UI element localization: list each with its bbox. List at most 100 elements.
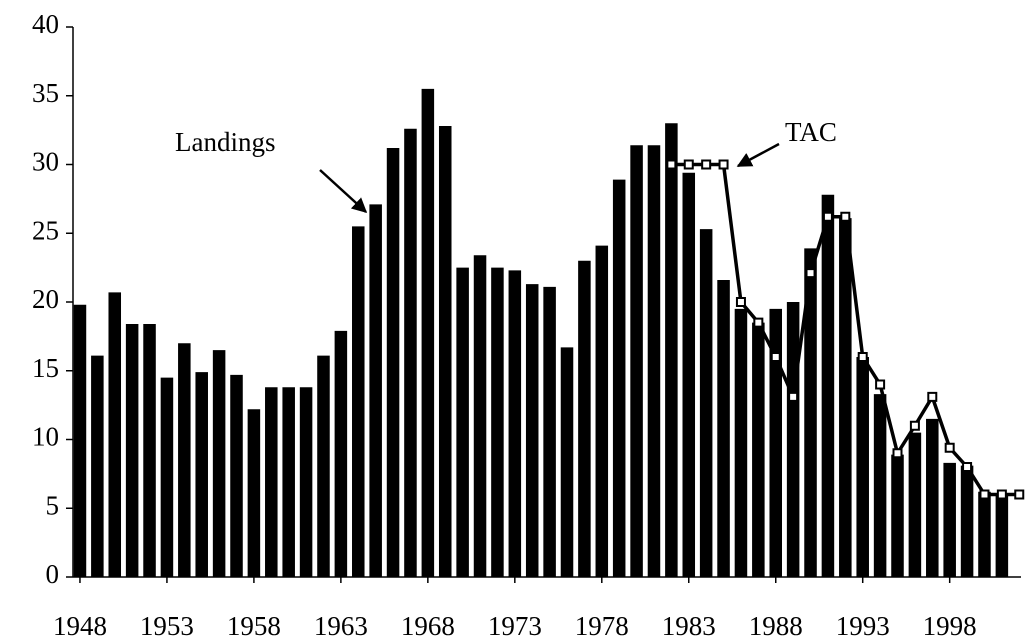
- y-tick-label: 15: [32, 353, 59, 383]
- bar: [717, 280, 730, 577]
- bar: [456, 267, 469, 577]
- annotation-arrow: [319, 169, 368, 214]
- bar: [595, 245, 609, 577]
- bar: [769, 308, 782, 577]
- y-tick-label: 40: [32, 9, 59, 39]
- marker: [718, 159, 729, 170]
- bar: [821, 194, 835, 577]
- y-tick-label: 5: [46, 490, 60, 520]
- bar: [734, 308, 748, 577]
- bar: [943, 462, 956, 577]
- bar: [699, 229, 713, 577]
- bar: [265, 387, 278, 577]
- bar: [995, 494, 1009, 577]
- bar: [891, 454, 904, 577]
- bar: [438, 126, 452, 577]
- marker: [892, 448, 903, 459]
- marker: [701, 159, 712, 170]
- x-tick-label: 1973: [488, 611, 542, 641]
- marker: [788, 391, 799, 402]
- bar: [317, 355, 330, 577]
- annotation-arrow: [736, 142, 780, 168]
- marker: [805, 268, 816, 279]
- x-tick-label: 1988: [749, 611, 803, 641]
- bar: [247, 409, 261, 577]
- marker: [753, 317, 764, 328]
- bar: [578, 260, 591, 577]
- marker: [927, 391, 938, 402]
- y-tick-label: 30: [32, 147, 59, 177]
- bar: [560, 347, 574, 577]
- marker: [822, 211, 833, 222]
- x-tick-label: 1948: [53, 611, 107, 641]
- bar: [195, 372, 208, 577]
- bar: [143, 324, 156, 577]
- marker: [666, 159, 677, 170]
- bar: [386, 148, 400, 577]
- bar: [525, 284, 539, 577]
- bar: [804, 248, 817, 577]
- annotation: Landings: [175, 127, 276, 157]
- bar: [125, 324, 139, 577]
- bar: [665, 123, 678, 577]
- bar: [404, 128, 417, 577]
- bar: [352, 226, 365, 577]
- marker: [735, 297, 746, 307]
- bar: [612, 179, 626, 577]
- bar: [299, 387, 313, 577]
- bar: [960, 465, 974, 577]
- x-tick-label: 1978: [575, 611, 629, 641]
- bar: [212, 350, 226, 577]
- bar: [978, 491, 991, 577]
- marker: [857, 352, 868, 362]
- bar: [369, 204, 382, 577]
- x-tick-label: 1968: [401, 611, 455, 641]
- bar: [647, 145, 661, 577]
- annotation: TAC: [785, 117, 837, 147]
- x-tick-label: 1998: [923, 611, 977, 641]
- bar: [752, 322, 765, 577]
- bar: [282, 387, 295, 577]
- marker: [996, 489, 1007, 500]
- marker: [979, 489, 990, 500]
- bar: [908, 432, 922, 577]
- marker: [909, 420, 920, 431]
- bar: [630, 145, 643, 577]
- bar: [334, 330, 348, 577]
- bar: [786, 302, 800, 577]
- y-tick-label: 20: [32, 284, 59, 314]
- bar: [508, 270, 522, 577]
- marker: [683, 159, 694, 170]
- marker: [944, 442, 955, 453]
- x-tick-label: 1963: [314, 611, 368, 641]
- marker: [962, 462, 973, 472]
- bar: [160, 377, 174, 577]
- x-tick-label: 1983: [662, 611, 716, 641]
- y-tick-label: 35: [32, 78, 59, 108]
- bar: [91, 355, 104, 577]
- bar: [491, 267, 504, 577]
- bar: [839, 218, 852, 577]
- bar: [926, 418, 939, 577]
- y-tick-label: 0: [46, 559, 60, 589]
- bar: [73, 304, 87, 577]
- x-tick-label: 1953: [140, 611, 194, 641]
- bar: [108, 292, 122, 577]
- bar: [543, 286, 556, 577]
- y-tick-label: 25: [32, 215, 59, 245]
- bar: [682, 172, 696, 577]
- x-tick-label: 1993: [836, 611, 890, 641]
- bar: [230, 374, 243, 577]
- marker: [1014, 489, 1025, 500]
- y-tick-label: 10: [32, 422, 59, 452]
- bar: [178, 343, 191, 577]
- bar: [421, 88, 435, 577]
- marker: [770, 352, 781, 362]
- marker: [840, 211, 851, 222]
- bar: [873, 394, 887, 577]
- marker: [875, 379, 886, 390]
- x-tick-label: 1958: [227, 611, 281, 641]
- bar: [473, 255, 487, 577]
- bar: [856, 357, 869, 577]
